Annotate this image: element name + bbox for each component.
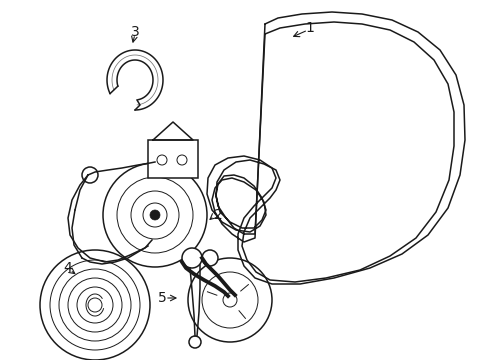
Circle shape: [150, 210, 160, 220]
Circle shape: [40, 250, 150, 360]
Text: 5: 5: [157, 291, 166, 305]
Circle shape: [88, 298, 102, 312]
Text: 1: 1: [305, 21, 314, 35]
Text: 3: 3: [130, 25, 139, 39]
Text: 4: 4: [63, 261, 72, 275]
Circle shape: [202, 250, 218, 266]
Bar: [148, 140, 198, 178]
Circle shape: [82, 167, 98, 183]
Circle shape: [103, 163, 206, 267]
Circle shape: [187, 258, 271, 342]
Circle shape: [182, 248, 202, 268]
Text: 2: 2: [213, 208, 222, 222]
